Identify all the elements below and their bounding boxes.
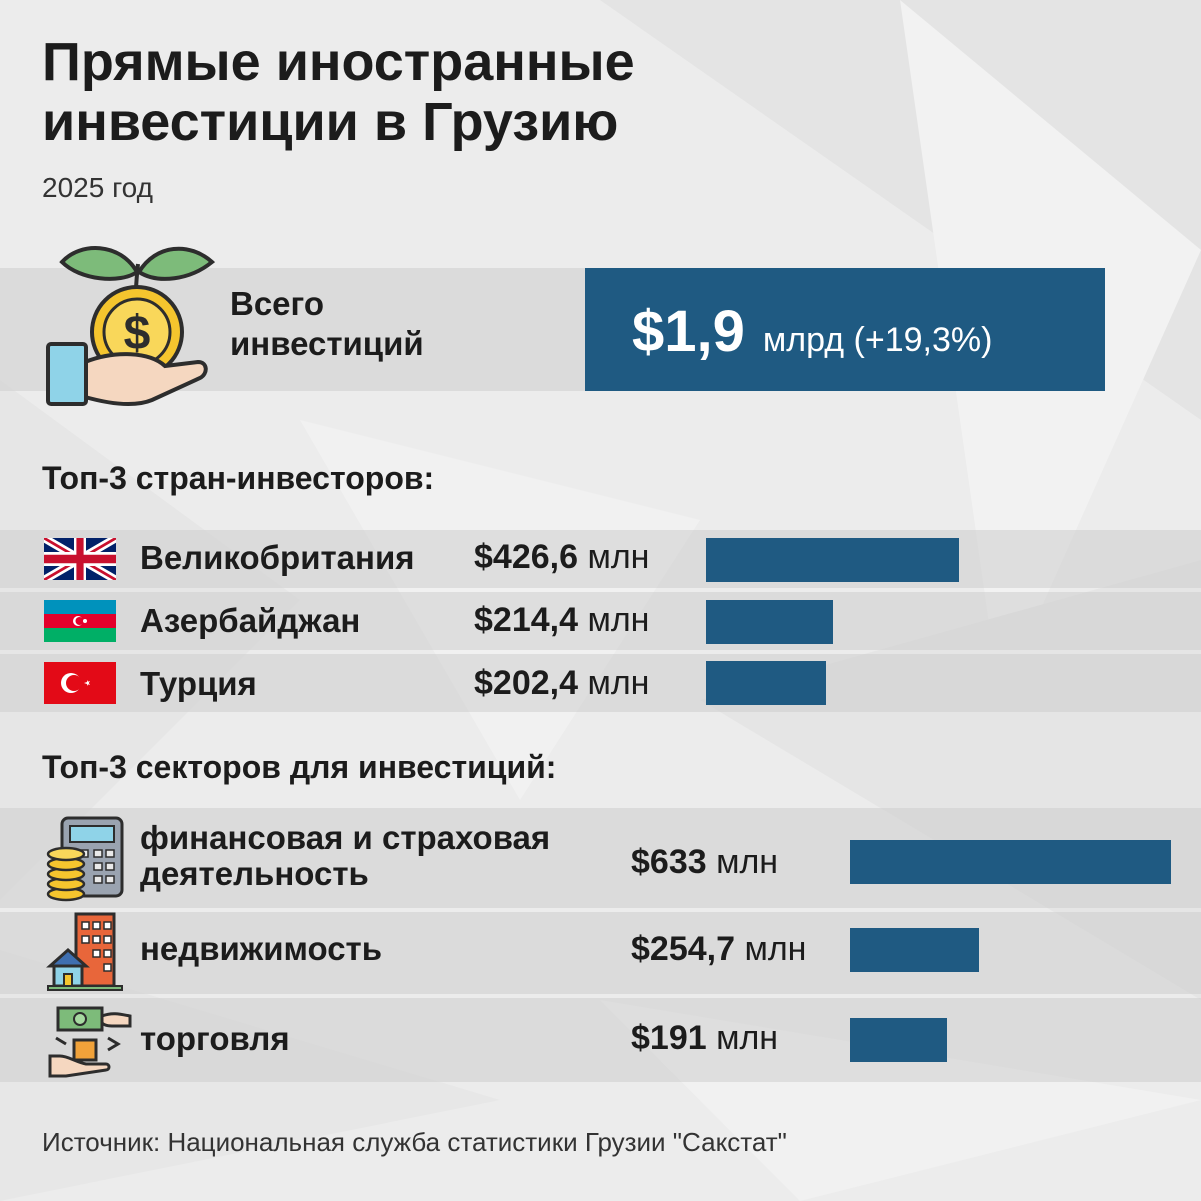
total-value-box: $1,9 млрд (+19,3%) (585, 268, 1105, 391)
uk-flag-icon (44, 538, 116, 580)
sectors-title: Топ-3 секторов для инвестиций: (42, 749, 557, 785)
total-label: Всего инвестиций (230, 284, 424, 364)
sector-value-number: $191 (631, 1019, 707, 1057)
sector-row-band (0, 998, 1201, 1082)
sector-value-unit: млн (744, 930, 807, 968)
title-line-1: Прямые иностранные (42, 32, 635, 92)
sector-value-number: $254,7 (631, 930, 735, 968)
sector-bar (850, 840, 1171, 884)
azerbaijan-flag-icon (44, 600, 116, 642)
country-value-number: $426,6 (474, 538, 578, 576)
sector-value-number: $633 (631, 843, 707, 881)
country-name: Турция (140, 665, 257, 702)
calculator-coins-icon (46, 816, 124, 902)
sector-name: недвижимость (140, 930, 382, 967)
buildings-house-icon (46, 912, 123, 991)
countries-title: Топ-3 стран-инвесторов: (42, 460, 435, 496)
country-value-number: $202,4 (474, 664, 578, 702)
sector-row-band (0, 912, 1201, 994)
country-value: $202,4 млн (474, 664, 649, 703)
money-plant-hand-icon: $ (46, 246, 216, 406)
sector-bar (850, 928, 979, 972)
country-row-band (0, 654, 1201, 712)
sector-name: торговля (140, 1020, 290, 1057)
country-name: Азербайджан (140, 602, 361, 639)
country-name: Великобритания (140, 539, 415, 576)
country-bar (706, 661, 826, 705)
title-line-2: инвестиции в Грузию (42, 92, 619, 152)
sector-value: $191 млн (631, 1019, 778, 1058)
sector-bar (850, 1018, 947, 1062)
svg-text:$: $ (124, 307, 151, 360)
page-title: Прямые иностранные инвестиции в Грузию (42, 32, 635, 152)
total-value: $1,9 (632, 299, 745, 364)
total-unit-change: млрд (+19,3%) (762, 321, 993, 359)
country-value: $214,4 млн (474, 601, 649, 640)
sector-value-unit: млн (716, 843, 779, 881)
country-value-unit: млн (587, 601, 650, 639)
country-row-band (0, 592, 1201, 650)
country-bar (706, 538, 959, 582)
subtitle: 2025 год (42, 172, 153, 203)
sector-name-line-1: финансовая и страховая (140, 819, 551, 856)
country-value: $426,6 млн (474, 538, 649, 577)
sector-name: финансовая и страховая деятельность (140, 820, 550, 892)
turkey-flag-icon (44, 662, 116, 704)
trade-exchange-icon (48, 1006, 132, 1078)
country-value-unit: млн (587, 664, 650, 702)
sector-value: $633 млн (631, 843, 778, 882)
country-value-number: $214,4 (474, 601, 578, 639)
country-bar (706, 600, 833, 644)
sector-name-line-2: деятельность (140, 855, 369, 892)
total-label-line-1: Всего (230, 285, 325, 322)
source-note: Источник: Национальная служба статистики… (42, 1127, 787, 1157)
country-row-band (0, 530, 1201, 588)
sector-value-unit: млн (716, 1019, 779, 1057)
country-value-unit: млн (587, 538, 650, 576)
sector-value: $254,7 млн (631, 930, 806, 969)
total-label-line-2: инвестиций (230, 325, 424, 362)
